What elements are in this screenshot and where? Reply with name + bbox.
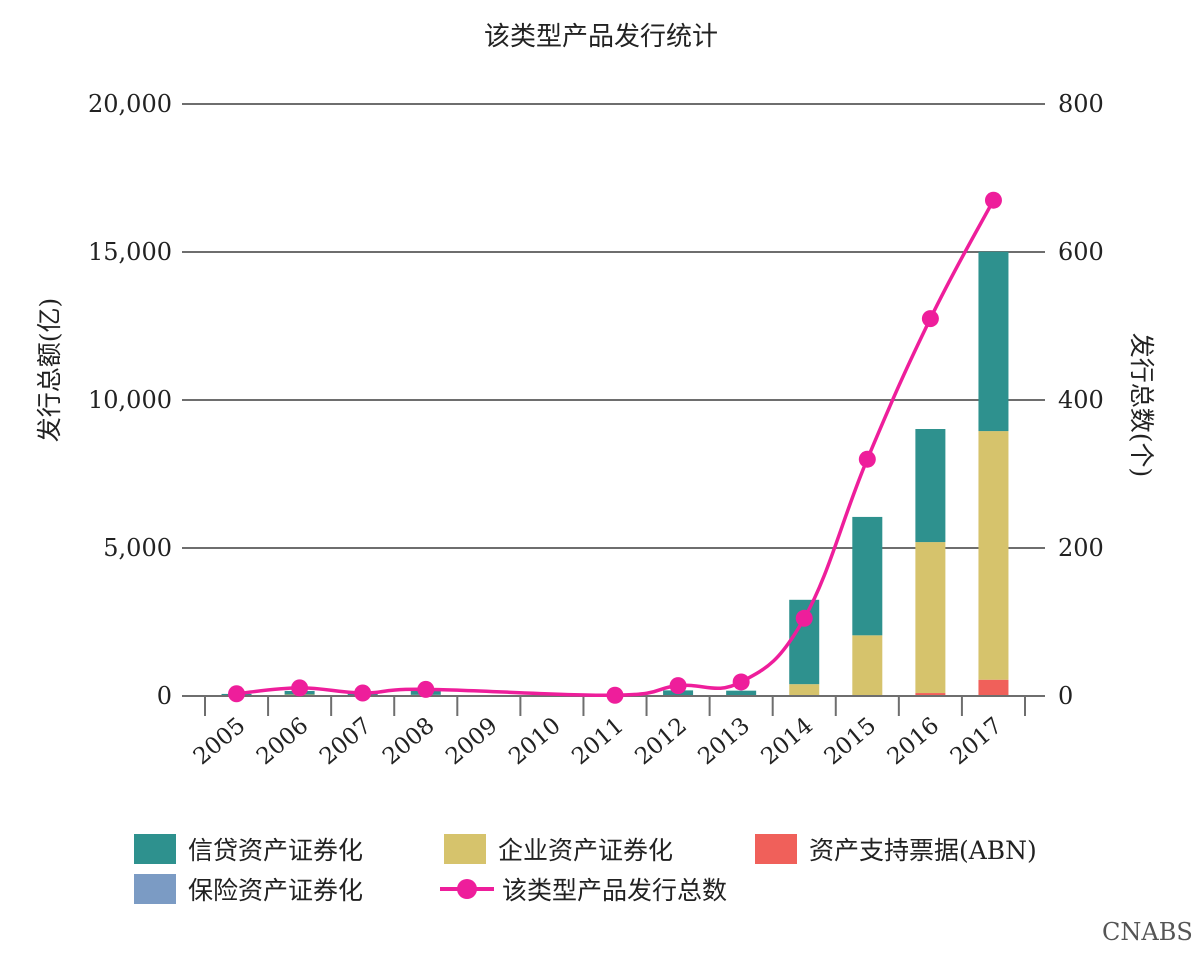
bar-segment: [978, 431, 1009, 680]
bar-segment: [852, 516, 883, 636]
line-point: [732, 673, 750, 691]
line-series: [228, 191, 1002, 704]
x-tick-label: 2008: [378, 713, 440, 771]
x-tick-label: 2009: [441, 713, 503, 771]
line-point: [858, 450, 876, 468]
y-axis-label: 发行总额(亿): [35, 298, 64, 443]
y2-axis-label: 发行总数(个): [1127, 333, 1156, 478]
line-point: [921, 310, 939, 328]
watermark-logo: CNABS: [1102, 918, 1193, 946]
line-point: [354, 684, 372, 702]
tick-labels: 0 5,000 10,000 15,000 20,000 0 200 400 600 800 200…: [88, 90, 1104, 770]
bar-segment: [852, 635, 883, 696]
bar-segment: [978, 679, 1009, 696]
line-point: [228, 685, 246, 703]
y-tick-label: 10,000: [88, 386, 172, 414]
bar-segment: [915, 429, 946, 543]
bars: [221, 251, 1009, 696]
x-tick-label: 2011: [567, 713, 629, 771]
y-tick-label: 5,000: [103, 534, 172, 562]
x-tick-label: 2010: [504, 713, 566, 771]
x-tick-label: 2017: [946, 713, 1008, 771]
y-tick-label: 20,000: [88, 90, 172, 118]
y2-tick-label: 800: [1058, 90, 1104, 118]
bar-segment: [978, 251, 1009, 432]
line-point: [606, 686, 624, 704]
x-tick-label: 2005: [189, 713, 251, 771]
bar-segment: [915, 693, 946, 696]
x-tick-label: 2015: [820, 713, 882, 771]
gridlines: [182, 103, 1045, 549]
y-tick-label: 0: [157, 682, 172, 710]
x-tick-label: 2012: [630, 713, 692, 771]
line-point: [669, 677, 687, 695]
line-point: [984, 191, 1002, 209]
y2-tick-label: 400: [1058, 386, 1104, 414]
y-tick-label: 15,000: [88, 238, 172, 266]
y2-tick-label: 600: [1058, 238, 1104, 266]
bar-segment: [789, 684, 820, 696]
x-tick-label: 2016: [883, 713, 945, 771]
chart-title: 该类型产品发行统计: [484, 22, 718, 52]
bar-segment: [915, 542, 946, 694]
line-point: [291, 679, 309, 697]
x-tick-label: 2007: [315, 713, 377, 771]
line-point: [417, 680, 435, 698]
y2-tick-label: 0: [1058, 682, 1073, 710]
x-tick-label: 2013: [693, 713, 755, 771]
bar-segment: [726, 690, 757, 696]
x-tick-label: 2014: [757, 713, 819, 771]
y2-tick-label: 200: [1058, 534, 1104, 562]
x-tick-label: 2006: [252, 713, 314, 771]
line-point: [795, 609, 813, 627]
